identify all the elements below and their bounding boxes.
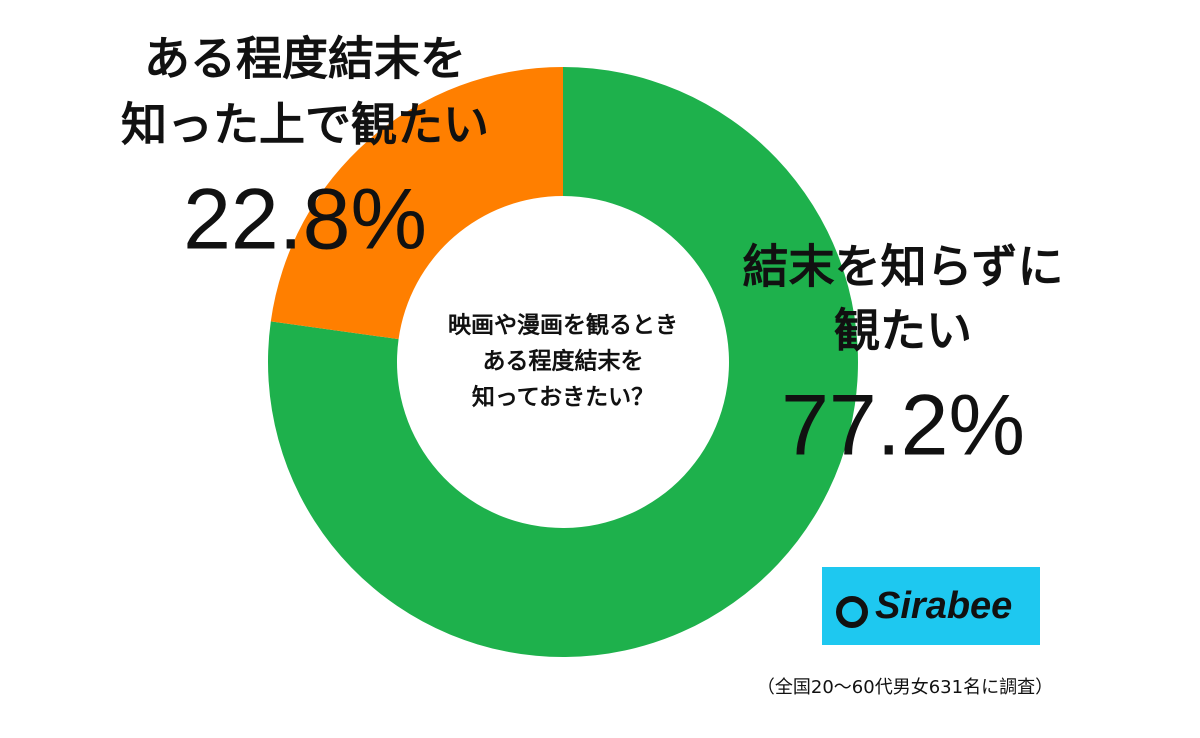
center-text: 知っておきたい？ bbox=[472, 384, 654, 411]
logo-box bbox=[822, 567, 1040, 645]
logo-text: Sirabee bbox=[875, 585, 1012, 627]
slice-label: 知った上で観たい bbox=[121, 98, 489, 152]
slice-label: 結末を知らずに bbox=[742, 240, 1063, 294]
slice-label: 観たい bbox=[834, 304, 972, 358]
center-text: ある程度結末を bbox=[483, 348, 644, 375]
logo-icon bbox=[836, 596, 868, 628]
value-label: 77.2% bbox=[781, 378, 1025, 474]
slice-label: ある程度結末を bbox=[144, 32, 466, 86]
value-label: 22.8% bbox=[183, 172, 427, 268]
donut-slice bbox=[270, 67, 563, 340]
note: （全国20〜60代男女631名に調査） bbox=[757, 677, 1053, 698]
center-text: 映画や漫画を観るとき bbox=[448, 312, 678, 339]
donut-slice bbox=[268, 67, 858, 657]
